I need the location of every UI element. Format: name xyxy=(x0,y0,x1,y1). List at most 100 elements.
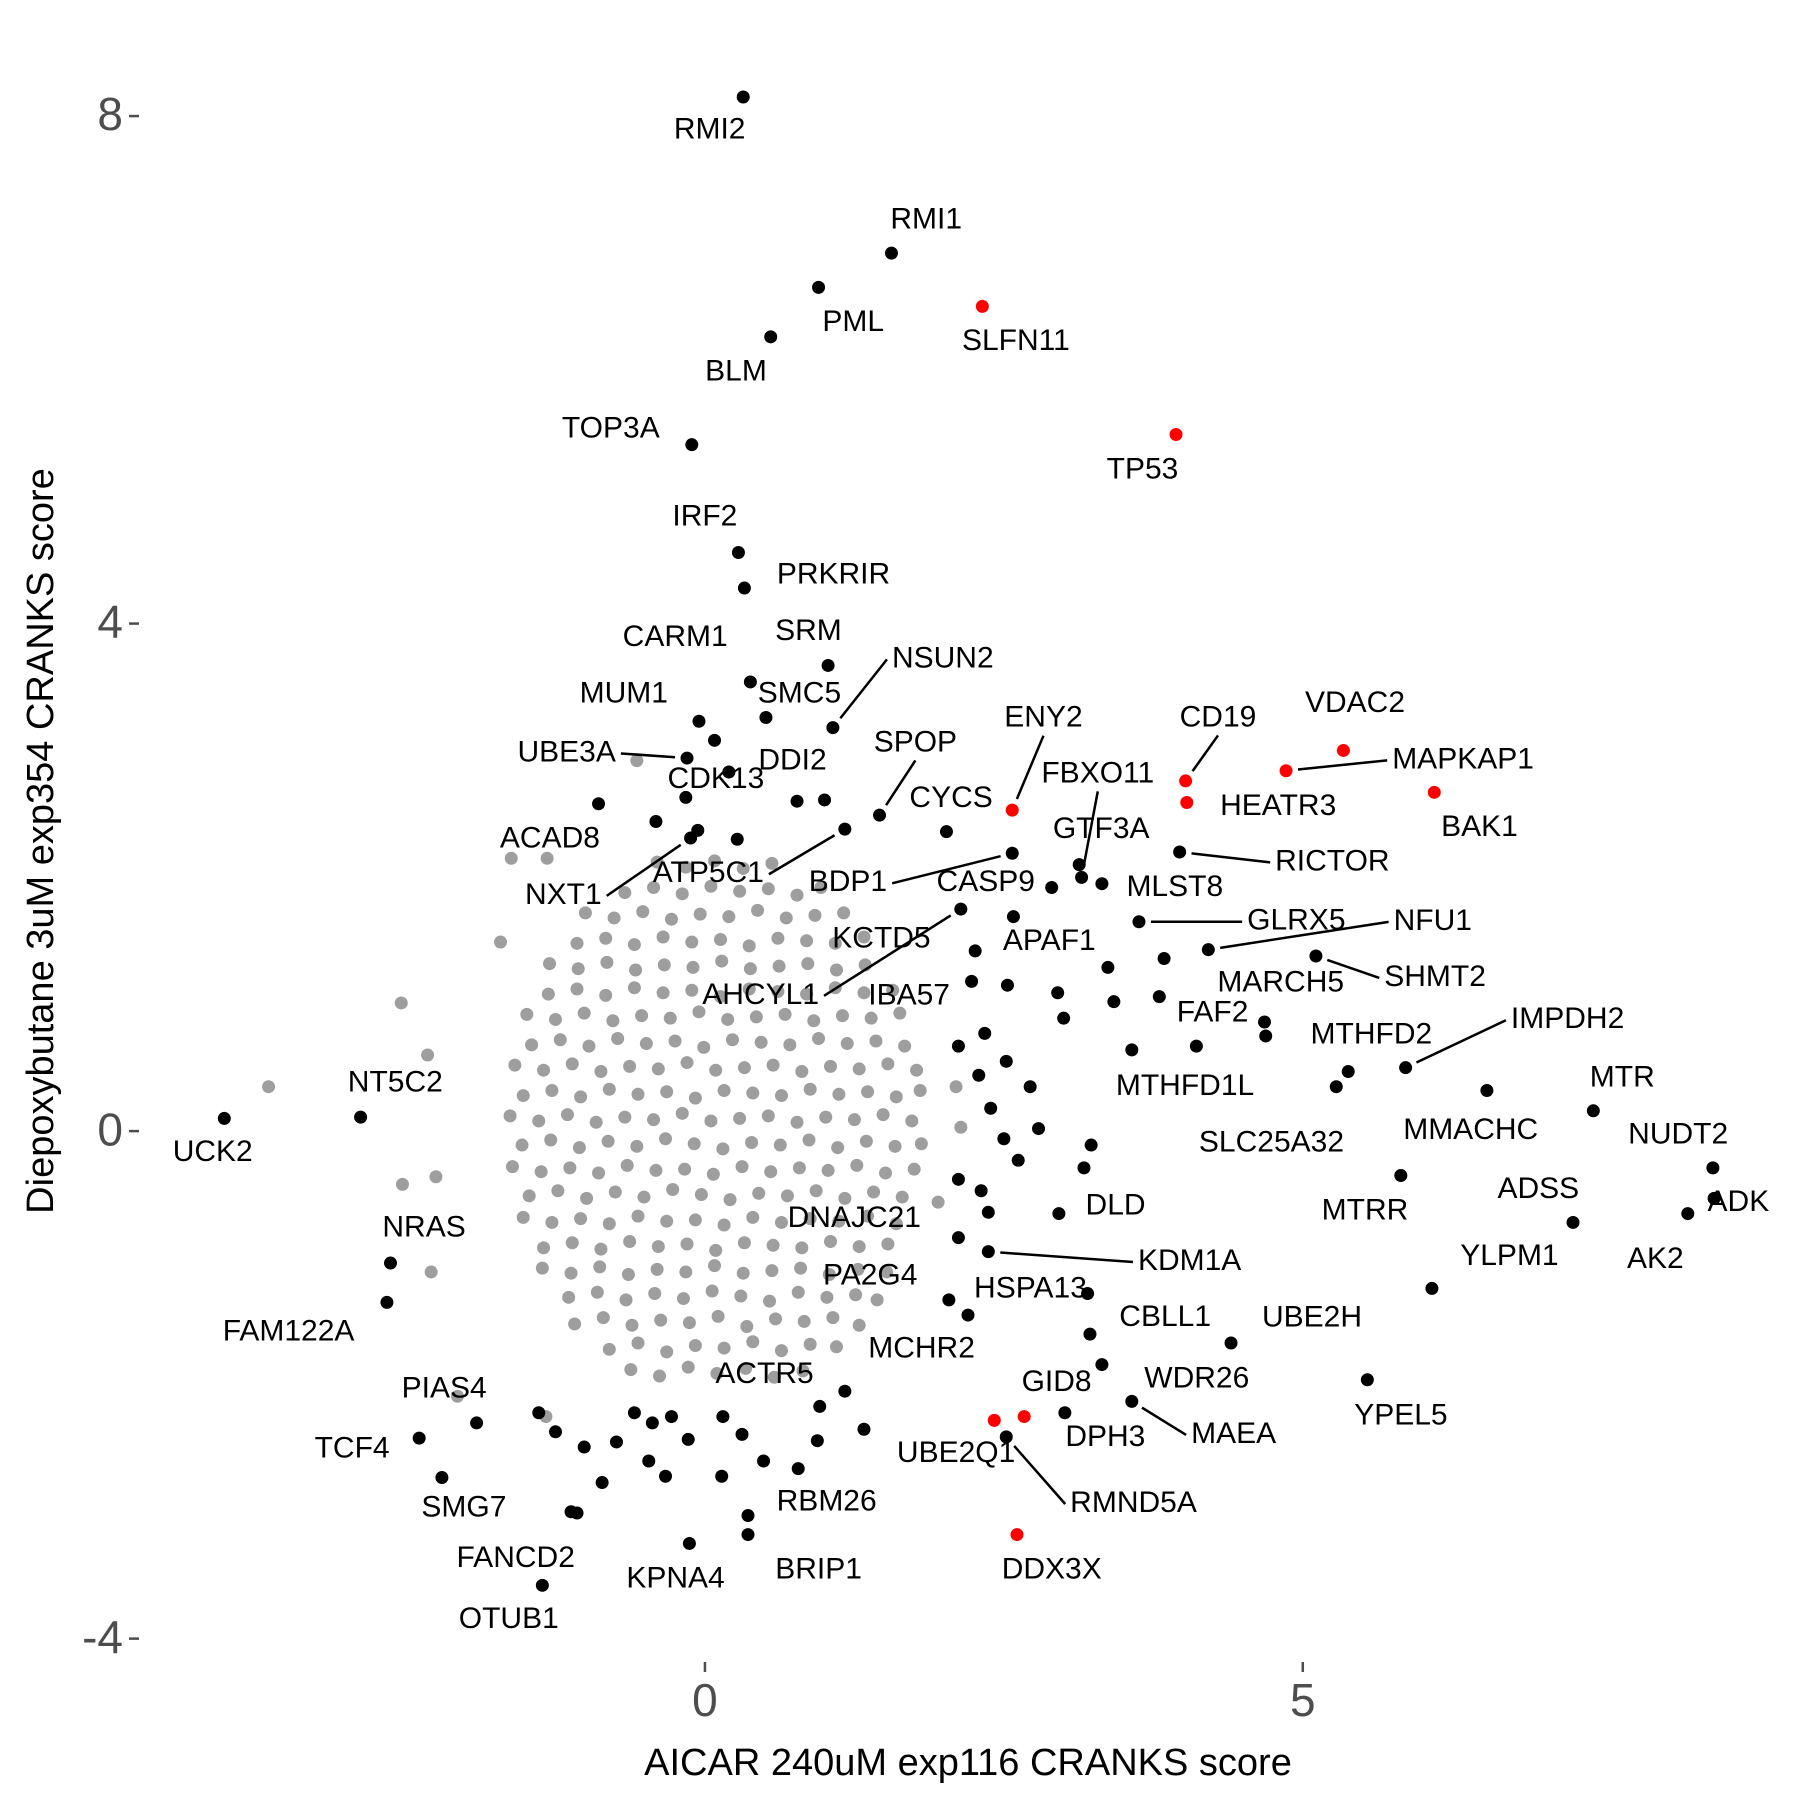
point xyxy=(508,1058,522,1072)
point-label: MAEA xyxy=(1191,1417,1276,1450)
point xyxy=(1081,1287,1095,1301)
point-label: MMACHC xyxy=(1403,1113,1538,1146)
point xyxy=(656,930,670,944)
point xyxy=(1169,428,1183,442)
point xyxy=(1132,915,1146,929)
point-label: GID8 xyxy=(1022,1365,1092,1398)
point xyxy=(424,1265,438,1279)
point xyxy=(1259,1029,1273,1043)
point xyxy=(1075,870,1089,884)
point xyxy=(1566,1215,1580,1229)
point xyxy=(668,1034,682,1048)
point xyxy=(664,912,678,926)
point xyxy=(954,902,968,916)
point xyxy=(735,1427,749,1441)
point xyxy=(829,1340,843,1354)
point xyxy=(884,246,898,260)
point xyxy=(551,1184,565,1198)
point xyxy=(532,1114,546,1128)
point xyxy=(730,832,744,846)
point xyxy=(740,1319,754,1333)
point xyxy=(589,1115,603,1129)
point xyxy=(599,931,613,945)
point xyxy=(809,1184,823,1198)
leader-line xyxy=(885,759,917,806)
point xyxy=(1201,943,1215,957)
point-label: CASP9 xyxy=(937,865,1035,898)
point xyxy=(660,1345,674,1359)
point-label: UBE2H xyxy=(1262,1301,1362,1334)
point xyxy=(592,797,606,811)
point xyxy=(693,907,707,921)
point xyxy=(1006,910,1020,924)
point xyxy=(734,1289,748,1303)
point xyxy=(685,438,699,452)
point-label: IRF2 xyxy=(672,500,737,533)
point xyxy=(717,1218,731,1232)
point xyxy=(779,911,793,925)
leader-line xyxy=(1326,958,1380,980)
point-label: NRAS xyxy=(382,1210,465,1243)
point xyxy=(857,930,871,944)
point xyxy=(697,1040,711,1054)
point xyxy=(572,1141,586,1155)
point xyxy=(913,1084,927,1098)
point xyxy=(792,1161,806,1175)
point xyxy=(818,793,832,807)
point xyxy=(873,808,887,822)
point-label: KDM1A xyxy=(1138,1244,1241,1277)
point xyxy=(870,1293,884,1307)
point xyxy=(829,963,843,977)
point xyxy=(821,658,835,672)
point-label: ACTR5 xyxy=(715,1357,813,1390)
leader-line xyxy=(605,843,682,897)
point xyxy=(714,933,727,947)
leader-line xyxy=(823,914,952,997)
point xyxy=(687,1137,701,1151)
point xyxy=(838,822,852,836)
point xyxy=(659,1132,672,1146)
point xyxy=(765,856,779,870)
point xyxy=(1399,1061,1413,1075)
point xyxy=(723,1193,737,1207)
point xyxy=(663,1011,677,1025)
point xyxy=(773,1138,787,1152)
point xyxy=(752,1186,766,1200)
point xyxy=(515,1138,529,1152)
point xyxy=(577,1006,591,1020)
point xyxy=(852,1318,866,1332)
point xyxy=(384,1256,397,1270)
point xyxy=(1052,1207,1066,1221)
point xyxy=(780,1189,794,1203)
point xyxy=(725,1033,739,1047)
point-label: YPEL5 xyxy=(1354,1399,1447,1432)
point xyxy=(686,960,700,974)
leader-line xyxy=(1015,735,1045,800)
point xyxy=(722,910,736,924)
point-label: RMI2 xyxy=(674,113,746,146)
point xyxy=(563,1161,577,1175)
point xyxy=(520,1007,534,1021)
x-tick-label: 0 xyxy=(692,1674,718,1726)
point xyxy=(704,879,718,893)
point xyxy=(1011,1153,1025,1167)
point xyxy=(826,1311,840,1325)
point xyxy=(880,1265,894,1279)
point-label: NUDT2 xyxy=(1628,1117,1728,1150)
point xyxy=(796,1364,810,1378)
point xyxy=(627,981,641,995)
point xyxy=(708,854,722,868)
point xyxy=(217,1111,231,1125)
point xyxy=(716,1142,730,1156)
point xyxy=(609,1435,623,1449)
point xyxy=(1179,774,1193,788)
point xyxy=(831,1141,845,1155)
point xyxy=(602,1342,616,1356)
point xyxy=(715,1469,729,1483)
point xyxy=(654,1313,668,1327)
point xyxy=(951,1172,965,1186)
point xyxy=(354,1110,368,1124)
point xyxy=(562,1290,576,1304)
point-label: BLM xyxy=(705,355,767,388)
point xyxy=(1706,1161,1720,1175)
